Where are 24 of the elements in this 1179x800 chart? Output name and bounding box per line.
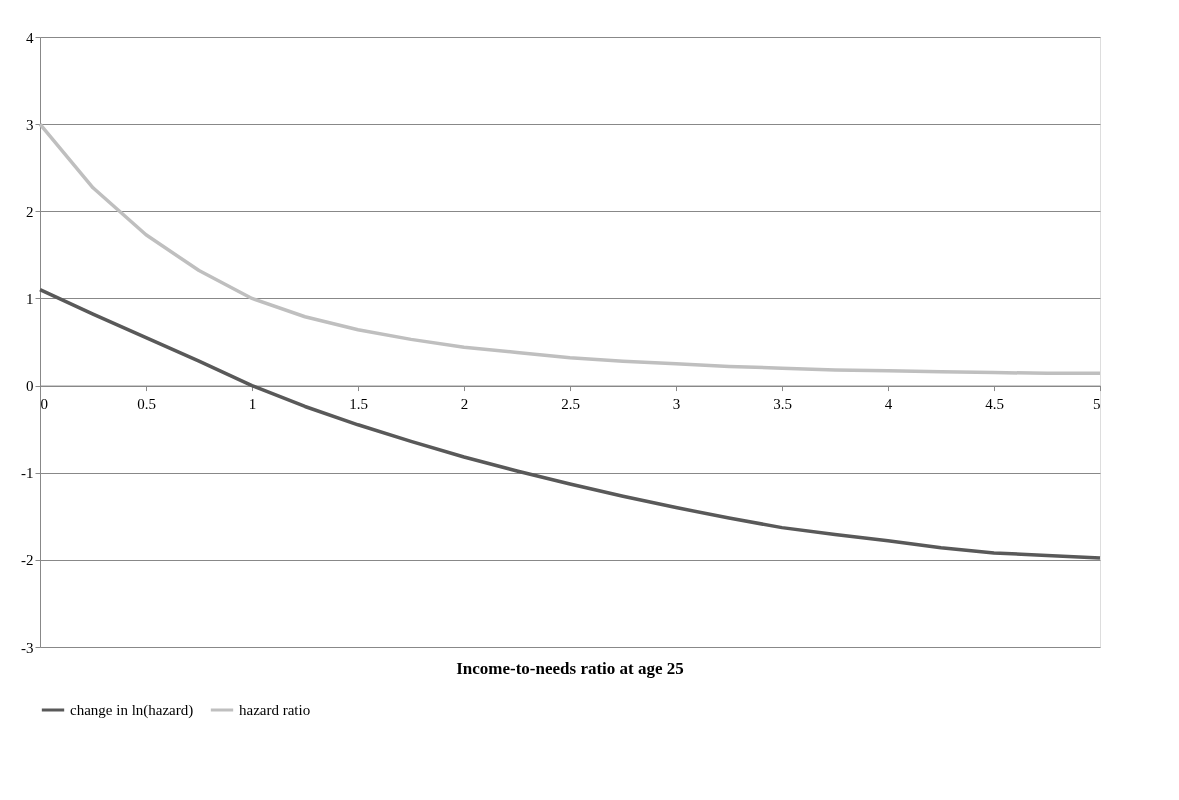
line-series xyxy=(38,287,1102,560)
y-tick-label: 3 xyxy=(26,116,34,133)
x-tick-label: 1.5 xyxy=(349,396,368,413)
x-tick-label: 3 xyxy=(672,396,681,413)
x-tick-label: 2 xyxy=(460,396,469,413)
legend-label: hazard ratio xyxy=(239,702,311,718)
x-tick-label: 4.5 xyxy=(985,396,1004,413)
x-tick-label: 0 xyxy=(40,396,48,413)
y-tick-label: 4 xyxy=(26,29,34,46)
x-tick-label: 4 xyxy=(884,396,893,413)
x-tick-label: 0.5 xyxy=(137,396,156,413)
y-tick-label: -1 xyxy=(21,465,34,482)
y-tick-label: 1 xyxy=(26,290,34,307)
y-tick-label: 2 xyxy=(26,203,34,220)
y-tick-label: 0 xyxy=(26,378,34,395)
legend-label: change in ln(hazard) xyxy=(70,702,194,719)
x-tick-label: 5 xyxy=(1093,396,1101,413)
y-tick-label: -2 xyxy=(21,552,34,569)
x-tick-label: 1 xyxy=(248,396,257,413)
x-tick-label: 3.5 xyxy=(773,396,792,413)
x-tick-label: 2.5 xyxy=(561,396,580,413)
y-tick-label: -3 xyxy=(21,639,34,656)
line-series xyxy=(38,122,1102,376)
x-axis-title: Income-to-needs ratio at age 25 xyxy=(456,659,684,678)
